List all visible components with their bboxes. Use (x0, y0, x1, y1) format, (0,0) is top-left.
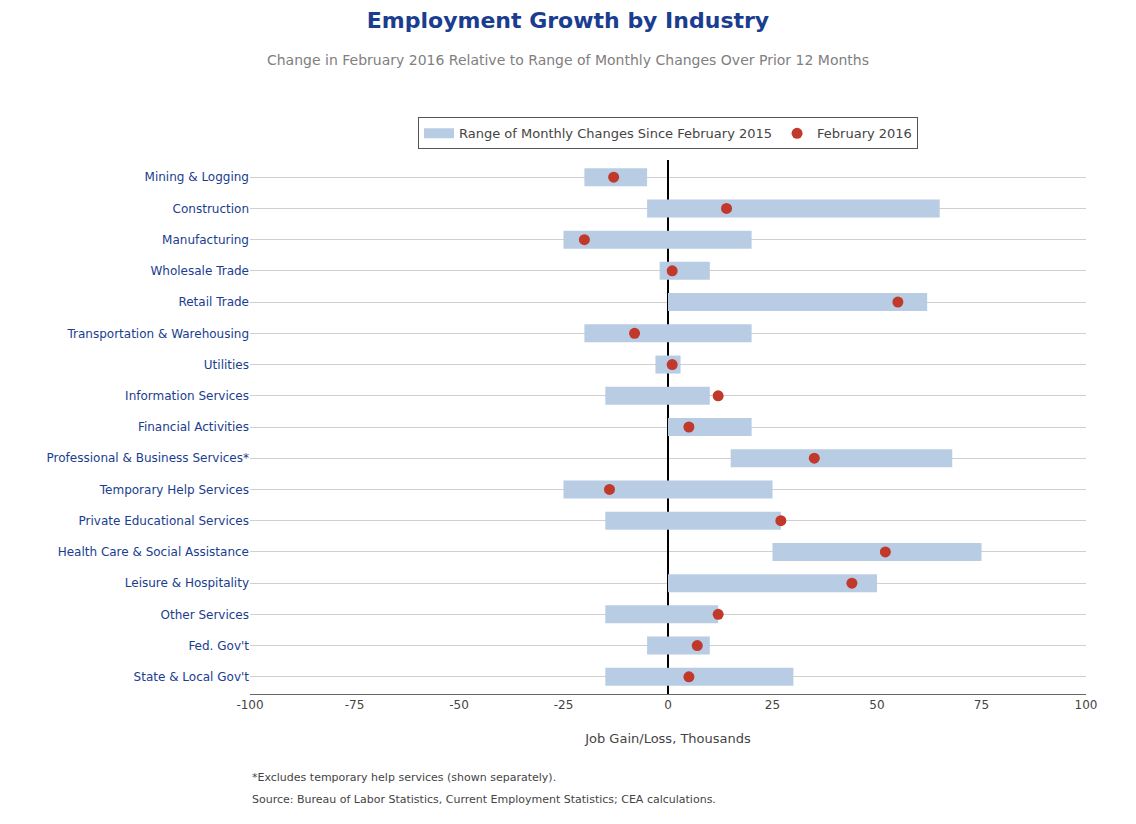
svg-text:February 2016: February 2016 (817, 126, 912, 141)
svg-text:Mining & Logging: Mining & Logging (145, 170, 249, 184)
svg-text:-75: -75 (345, 698, 365, 712)
svg-text:*Excludes temporary help servi: *Excludes temporary help services (shown… (252, 771, 556, 784)
svg-text:Health Care & Social Assistanc: Health Care & Social Assistance (58, 545, 249, 559)
svg-text:Transportation & Warehousing: Transportation & Warehousing (67, 327, 250, 341)
svg-text:Retail Trade: Retail Trade (178, 295, 249, 309)
svg-text:Job Gain/Loss, Thousands: Job Gain/Loss, Thousands (584, 731, 751, 746)
svg-text:Leisure & Hospitality: Leisure & Hospitality (125, 576, 249, 590)
svg-text:-50: -50 (449, 698, 469, 712)
svg-text:Wholesale Trade: Wholesale Trade (150, 264, 249, 278)
svg-text:Fed. Gov't: Fed. Gov't (188, 639, 249, 653)
svg-text:Employment Growth by Industry: Employment Growth by Industry (367, 8, 769, 33)
svg-text:Temporary Help Services: Temporary Help Services (99, 483, 249, 497)
svg-text:Other Services: Other Services (161, 608, 250, 622)
svg-text:Construction: Construction (173, 202, 249, 216)
svg-text:Utilities: Utilities (204, 358, 249, 372)
svg-text:-25: -25 (554, 698, 574, 712)
svg-text:State & Local Gov't: State & Local Gov't (134, 670, 250, 684)
svg-text:25: 25 (765, 698, 780, 712)
svg-text:50: 50 (869, 698, 884, 712)
svg-text:0: 0 (664, 698, 672, 712)
svg-text:75: 75 (974, 698, 989, 712)
svg-text:Source: Bureau of Labor Statis: Source: Bureau of Labor Statistics, Curr… (252, 793, 716, 806)
svg-text:100: 100 (1075, 698, 1098, 712)
svg-text:Manufacturing: Manufacturing (162, 233, 249, 247)
svg-text:-100: -100 (236, 698, 263, 712)
svg-text:Range of Monthly Changes Since: Range of Monthly Changes Since February … (459, 126, 772, 141)
svg-text:Professional & Business Servic: Professional & Business Services* (47, 451, 249, 465)
svg-text:Private Educational Services: Private Educational Services (79, 514, 250, 528)
svg-text:Information Services: Information Services (125, 389, 249, 403)
svg-text:Change in February 2016 Relati: Change in February 2016 Relative to Rang… (267, 52, 869, 68)
svg-text:Financial Activities: Financial Activities (138, 420, 249, 434)
